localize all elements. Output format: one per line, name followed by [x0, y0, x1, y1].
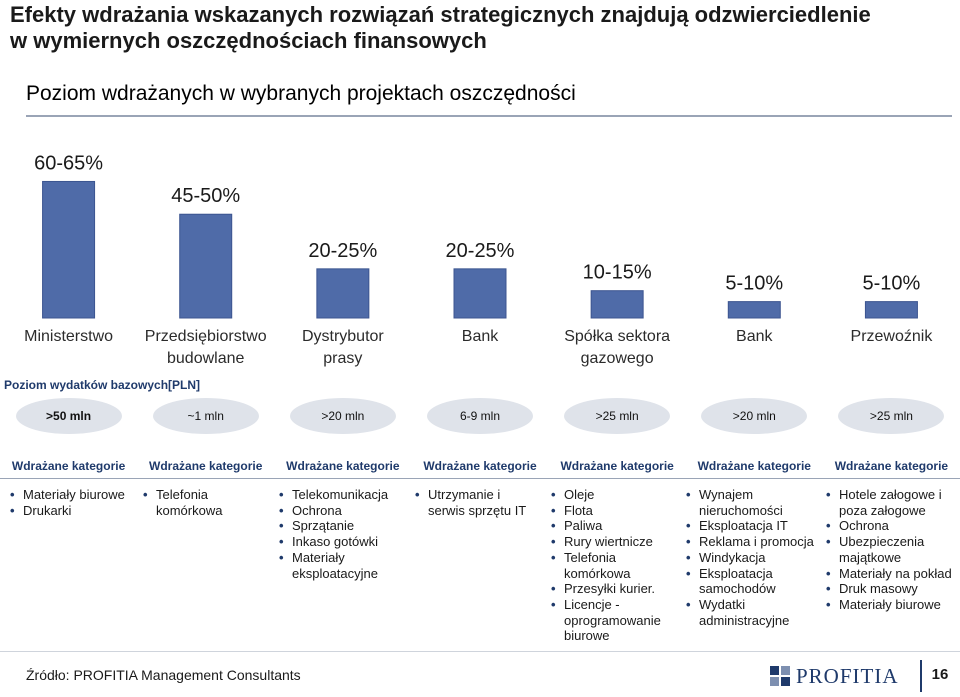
list-item: Windykacja: [686, 550, 814, 566]
implemented-categories-list-7: Hotele załogowe i poza załogoweOchronaUb…: [826, 487, 956, 613]
category-label-1: Ministerstwo: [0, 326, 139, 348]
baseline-bubble-3: >20 mln: [289, 398, 396, 434]
bar-value-label-1: 60-65%: [34, 152, 103, 174]
list-item: Rury wiertnicze: [551, 534, 676, 550]
category-label-line: Ministerstwo: [24, 328, 114, 345]
implemented-categories-header-5: Wdrażane kategorie: [560, 459, 674, 473]
list-item: Ochrona: [279, 503, 409, 519]
list-item: Materiały biurowe: [10, 487, 135, 503]
list-item: Inkaso gotówki: [279, 534, 409, 550]
implemented-categories-list-6: Wynajem nieruchomościEksploatacja ITRekl…: [686, 487, 814, 628]
baseline-bubble-5: >25 mln: [564, 398, 671, 434]
slide-title-line-2: w wymiernych oszczędnościach finansowych: [10, 28, 487, 53]
subtitle-divider: [26, 115, 952, 117]
bar-2: [179, 213, 233, 319]
implemented-categories-header-6: Wdrażane kategorie: [697, 459, 811, 473]
list-item: Reklama i promocja: [686, 534, 814, 550]
category-header-divider: [0, 478, 960, 479]
list-item: Druk masowy: [826, 581, 956, 597]
list-item: Materiały eksploatacyjne: [279, 550, 409, 581]
profitia-logo-text: PROFITIA: [796, 663, 899, 688]
list-item: Eksploatacja samochodów: [686, 566, 814, 597]
bar-4: [453, 268, 507, 319]
list-item: Utrzymanie i serwis sprzętu IT: [415, 487, 540, 518]
list-item: Wydatki administracyjne: [686, 597, 814, 628]
footer-separator: [920, 660, 922, 692]
category-label-line: prasy: [323, 350, 363, 367]
bar-6: [727, 301, 781, 319]
implemented-categories-list-5: OlejeFlotaPaliwaRury wiertniczeTelefonia…: [551, 487, 676, 644]
list-item: Materiały na pokład: [826, 566, 956, 582]
list-item: Hotele załogowe i poza załogowe: [826, 487, 956, 518]
bar-value-label-4: 20-25%: [446, 240, 515, 262]
category-label-5: Spółka sektora gazowego: [547, 326, 687, 370]
bar-5: [590, 290, 644, 319]
footer-divider: [0, 651, 960, 652]
profitia-logo: PROFITIA: [770, 662, 910, 690]
slide-title: Efekty wdrażania wskazanych rozwiązań st…: [10, 2, 950, 54]
category-label-line: budowlane: [167, 350, 245, 367]
list-item: Eksploatacja IT: [686, 518, 814, 534]
list-item: Materiały biurowe: [826, 597, 956, 613]
list-item: Przesyłki kurier.: [551, 581, 676, 597]
bar-7: [864, 301, 918, 319]
list-item: Ochrona: [826, 518, 956, 534]
category-label-6: Bank: [684, 326, 824, 348]
list-item: Drukarki: [10, 503, 135, 519]
list-item: Ubezpieczenia majątkowe: [826, 534, 956, 565]
list-item: Telekomunikacja: [279, 487, 409, 503]
list-item: Wynajem nieruchomości: [686, 487, 814, 518]
list-item: Paliwa: [551, 518, 676, 534]
category-label-line: Spółka sektora: [564, 328, 671, 345]
bar-3: [316, 268, 370, 319]
list-item: Telefonia komórkowa: [143, 487, 268, 518]
bar-1: [42, 180, 96, 319]
profitia-logo-mark-icon: [770, 666, 790, 686]
bar-value-label-5: 10-15%: [583, 262, 652, 284]
source-note: Źródło: PROFITIA Management Consultants: [26, 667, 301, 683]
list-item: Sprzątanie: [279, 518, 409, 534]
list-item: Flota: [551, 503, 676, 519]
implemented-categories-list-3: TelekomunikacjaOchronaSprzątanieInkaso g…: [279, 487, 409, 581]
savings-bar-chart: 60-65% 45-50% 20-25% 20-25% 10-15% 5-10% 5-10%: [34, 152, 921, 319]
page-number: 16: [931, 666, 949, 683]
category-label-7: Przewoźnik: [821, 326, 960, 348]
baseline-bubble-6: >20 mln: [701, 398, 808, 434]
category-label-line: Przewoźnik: [850, 328, 933, 345]
category-label-line: Przedsiębiorstwo: [144, 328, 267, 345]
implemented-categories-header-1: Wdrażane kategorie: [11, 459, 126, 473]
baseline-bubble-4: 6-9 mln: [427, 398, 533, 434]
baseline-bubble-2: ~1 mln: [152, 398, 259, 434]
baseline-bubble-1: >50 mln: [15, 398, 122, 434]
implemented-categories-header-3: Wdrażane kategorie: [286, 459, 400, 473]
list-item: Telefonia komórkowa: [551, 550, 676, 581]
category-label-line: Bank: [736, 328, 773, 345]
bar-value-label-3: 20-25%: [308, 240, 377, 262]
category-label-line: Bank: [461, 328, 499, 345]
category-label-3: Dystrybutor prasy: [273, 326, 413, 370]
bar-value-label-7: 5-10%: [863, 273, 921, 295]
baseline-label: Poziom wydatków bazowych[PLN]: [4, 378, 201, 392]
implemented-categories-header-4: Wdrażane kategorie: [423, 459, 537, 473]
slide-title-line-1: Efekty wdrażania wskazanych rozwiązań st…: [10, 2, 871, 27]
implemented-categories-header-2: Wdrażane kategorie: [149, 459, 263, 473]
list-item: Licencje - oprogramowanie biurowe: [551, 597, 676, 644]
category-label-line: Dystrybutor: [301, 328, 384, 345]
implemented-categories-list-1: Materiały biuroweDrukarki: [10, 487, 135, 518]
implemented-categories-list-4: Utrzymanie i serwis sprzętu IT: [415, 487, 540, 518]
implemented-categories-header-7: Wdrażane kategorie: [834, 459, 949, 473]
category-label-2: Przedsiębiorstwo budowlane: [136, 326, 276, 370]
chart-subtitle: Poziom wdrażanych w wybranych projektach…: [26, 82, 576, 105]
category-label-line: gazowego: [580, 350, 654, 367]
implemented-categories-list-2: Telefonia komórkowa: [143, 487, 268, 518]
list-item: Oleje: [551, 487, 676, 503]
bar-value-label-6: 5-10%: [725, 273, 783, 295]
bar-value-label-2: 45-50%: [171, 185, 240, 207]
header-band: [0, 0, 960, 64]
baseline-bubble-7: >25 mln: [838, 398, 945, 434]
category-label-4: Bank: [410, 326, 550, 348]
